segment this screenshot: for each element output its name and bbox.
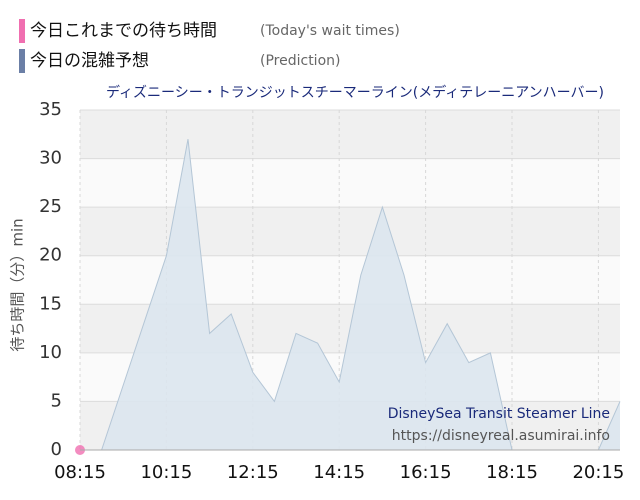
legend-note: (Today's wait times) bbox=[260, 23, 400, 39]
x-tick-label: 10:15 bbox=[140, 462, 192, 483]
legend-label: 今日の混雑予想 bbox=[30, 51, 149, 71]
x-tick-label: 20:15 bbox=[572, 462, 624, 483]
legend-note: (Prediction) bbox=[260, 53, 340, 69]
x-tick-label: 14:15 bbox=[313, 462, 365, 483]
y-tick-label: 30 bbox=[39, 148, 62, 169]
y-tick-label: 0 bbox=[51, 439, 62, 460]
legend-swatch bbox=[19, 49, 25, 73]
x-tick-label: 08:15 bbox=[54, 462, 106, 483]
legend-swatch bbox=[19, 19, 25, 43]
grid-band bbox=[80, 110, 620, 159]
x-tick-label: 12:15 bbox=[227, 462, 279, 483]
x-tick-label: 18:15 bbox=[486, 462, 538, 483]
grid-band bbox=[80, 207, 620, 256]
y-tick-label: 25 bbox=[39, 196, 62, 217]
area bbox=[80, 139, 620, 450]
annotation: DisneySea Transit Steamer Line bbox=[388, 406, 610, 422]
legend-label: 今日これまでの待ち時間 bbox=[30, 21, 217, 41]
line bbox=[80, 139, 621, 451]
annotation: https://disneyreal.asumirai.info bbox=[392, 428, 610, 444]
y-tick-label: 10 bbox=[39, 342, 62, 363]
chart-title: ディズニーシー・トランジットスチーマーライン(メディテレーニアンハーバー) bbox=[106, 84, 604, 101]
y-tick-label: 20 bbox=[39, 245, 62, 266]
y-tick-label: 5 bbox=[51, 390, 62, 411]
y-tick-label: 35 bbox=[39, 99, 62, 120]
x-tick-label: 16:15 bbox=[400, 462, 452, 483]
y-axis-label: 待ち時間（分）min bbox=[9, 218, 27, 351]
y-tick-label: 15 bbox=[39, 293, 62, 314]
